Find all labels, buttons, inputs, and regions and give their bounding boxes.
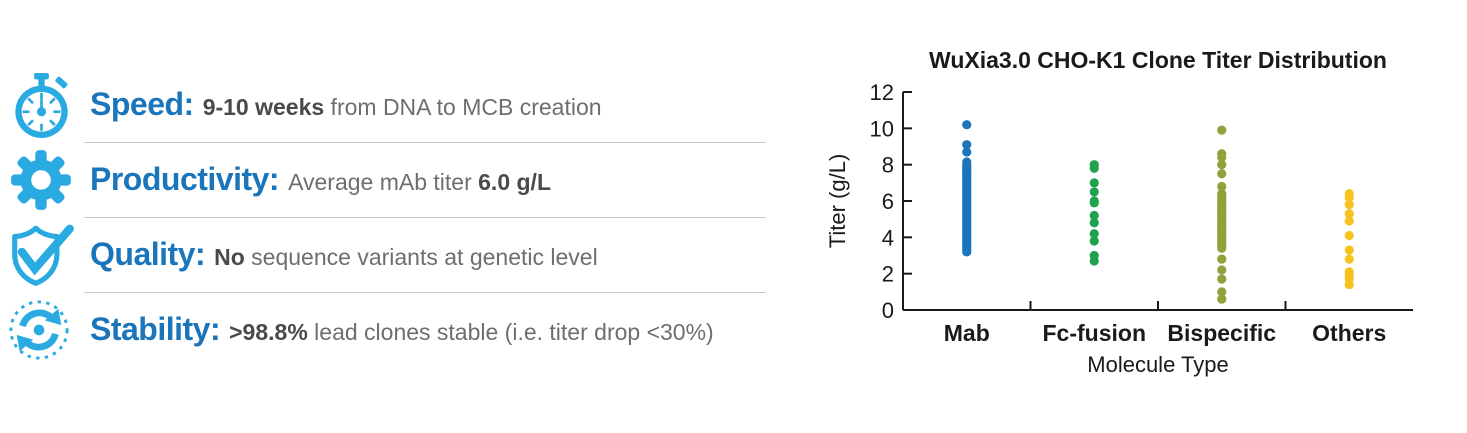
x-axis-label: Molecule Type <box>1087 352 1228 377</box>
y-tick-label: 10 <box>870 116 894 141</box>
feature-desc-bold: 6.0 g/L <box>478 169 551 196</box>
feature-desc-bold: >98.8% <box>229 319 308 346</box>
y-tick-label: 0 <box>882 298 894 323</box>
feature-row-productivity: Productivity: Average mAb titer 6.0 g/L <box>8 143 768 217</box>
data-point <box>1344 230 1354 241</box>
feature-desc-post: sequence variants at genetic level <box>244 244 598 271</box>
y-tick-label: 8 <box>882 153 894 178</box>
feature-desc-bold: No <box>214 244 245 271</box>
cycle-arrows-icon <box>8 296 80 364</box>
y-axis-label: Titer (g/L) <box>828 154 850 249</box>
feature-desc-pre: Average mAb titer <box>288 169 479 196</box>
data-point <box>1217 181 1227 192</box>
feature-text-speed: Speed: 9-10 weeks from DNA to MCB creatio… <box>80 87 602 122</box>
feature-desc-bold: 9-10 weeks <box>202 94 325 121</box>
y-tick-label: 4 <box>882 225 894 250</box>
feature-list: Speed: 9-10 weeks from DNA to MCB creatio… <box>8 68 768 367</box>
data-point <box>1217 294 1227 304</box>
y-tick-label: 12 <box>870 80 894 105</box>
shield-check-icon <box>8 221 80 289</box>
feature-desc-post: lead clones stable (i.e. titer drop <30%… <box>307 319 714 346</box>
data-point <box>1089 187 1099 197</box>
feature-row-stability: Stability: >98.8% lead clones stable (i.e… <box>8 293 768 367</box>
data-point <box>1217 265 1227 275</box>
y-tick-label: 6 <box>882 189 894 214</box>
titer-chart-svg: WuXia3.0 CHO-K1 Clone Titer Distribution… <box>825 47 1413 377</box>
data-point <box>1217 152 1227 162</box>
data-point <box>962 247 972 257</box>
data-point <box>1089 210 1099 221</box>
data-point <box>1217 160 1227 170</box>
row-divider <box>84 142 766 143</box>
stopwatch-icon <box>8 71 80 139</box>
gear-icon <box>8 146 80 214</box>
feature-text-stability: Stability: >98.8% lead clones stable (i.e… <box>80 312 714 347</box>
chart-title: WuXia3.0 CHO-K1 Clone Titer Distribution <box>929 47 1387 73</box>
feature-title: Stability: <box>90 311 221 348</box>
feature-text-productivity: Productivity: Average mAb titer 6.0 g/L <box>80 162 551 197</box>
feature-text-quality: Quality: No sequence variants at genetic … <box>80 237 598 272</box>
data-point <box>1089 236 1099 246</box>
x-category-label: Fc-fusion <box>1043 320 1147 346</box>
data-point <box>1344 209 1354 219</box>
feature-row-quality: Quality: No sequence variants at genetic … <box>8 218 768 292</box>
data-point <box>1344 254 1354 264</box>
x-category-label: Mab <box>944 320 990 346</box>
data-point <box>1344 279 1354 290</box>
feature-desc-post: from DNA to MCB creation <box>324 94 602 121</box>
data-point <box>1217 243 1227 253</box>
data-point <box>1217 254 1227 264</box>
data-point <box>962 120 972 130</box>
row-divider <box>84 292 766 293</box>
data-point <box>1217 169 1227 179</box>
data-point <box>1344 245 1354 255</box>
data-point <box>1089 256 1099 266</box>
feature-title: Quality: <box>90 236 206 273</box>
row-divider <box>84 217 766 218</box>
data-point <box>962 147 972 157</box>
titer-distribution-chart: WuXia3.0 CHO-K1 Clone Titer Distribution… <box>825 40 1460 385</box>
feature-title: Productivity: <box>90 161 280 198</box>
data-point <box>1344 200 1354 210</box>
data-point <box>1217 274 1227 284</box>
data-point <box>1344 216 1354 226</box>
data-point <box>1217 125 1227 135</box>
data-point <box>1344 192 1354 202</box>
y-tick-label: 2 <box>882 262 894 287</box>
feature-title: Speed: <box>90 86 194 123</box>
data-point <box>1089 163 1099 173</box>
feature-row-speed: Speed: 9-10 weeks from DNA to MCB creatio… <box>8 68 768 142</box>
x-category-label: Others <box>1312 320 1386 346</box>
data-point <box>1089 229 1099 239</box>
x-category-label: Bispecific <box>1167 320 1276 346</box>
data-point <box>962 140 972 150</box>
data-point <box>1089 178 1099 188</box>
data-point <box>1089 218 1099 228</box>
data-point <box>1217 287 1227 297</box>
data-point <box>1089 198 1099 208</box>
